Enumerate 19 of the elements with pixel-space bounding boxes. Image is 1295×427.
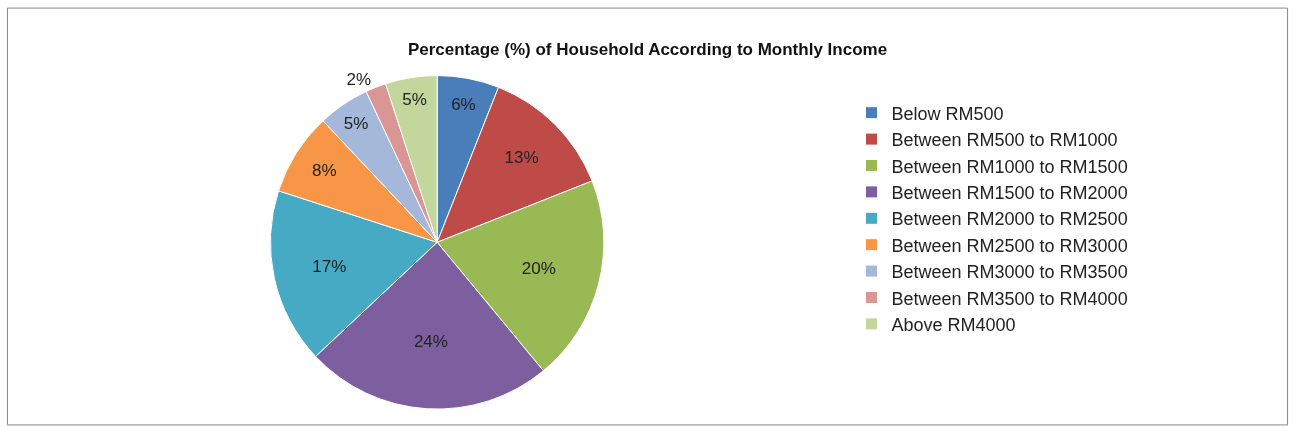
legend-label: Between RM2000 to RM2500 (891, 209, 1128, 230)
legend-label: Below RM500 (891, 103, 1004, 124)
legend-label: Between RM500 to RM1000 (891, 130, 1118, 151)
data-label: 20% (521, 258, 556, 278)
data-label: 13% (504, 148, 539, 168)
data-label: 24% (413, 331, 448, 351)
data-label: 5% (343, 113, 369, 133)
legend-label: Above RM4000 (891, 314, 1016, 335)
legend-label: Between RM1500 to RM2000 (891, 182, 1128, 203)
data-label: 2% (346, 69, 371, 89)
legend-label: Between RM2500 to RM3000 (891, 235, 1128, 256)
data-label: 17% (312, 256, 347, 276)
legend-label: Between RM3000 to RM3500 (891, 262, 1128, 283)
legend-label: Between RM1000 to RM1500 (891, 156, 1128, 177)
data-label: 8% (312, 161, 337, 181)
data-label: 5% (402, 90, 427, 110)
legend-label: Between RM3500 to RM4000 (891, 288, 1128, 309)
chart-title: Percentage (%) of Household According to Monthly Income (407, 39, 888, 59)
data-label: 6% (451, 94, 476, 114)
